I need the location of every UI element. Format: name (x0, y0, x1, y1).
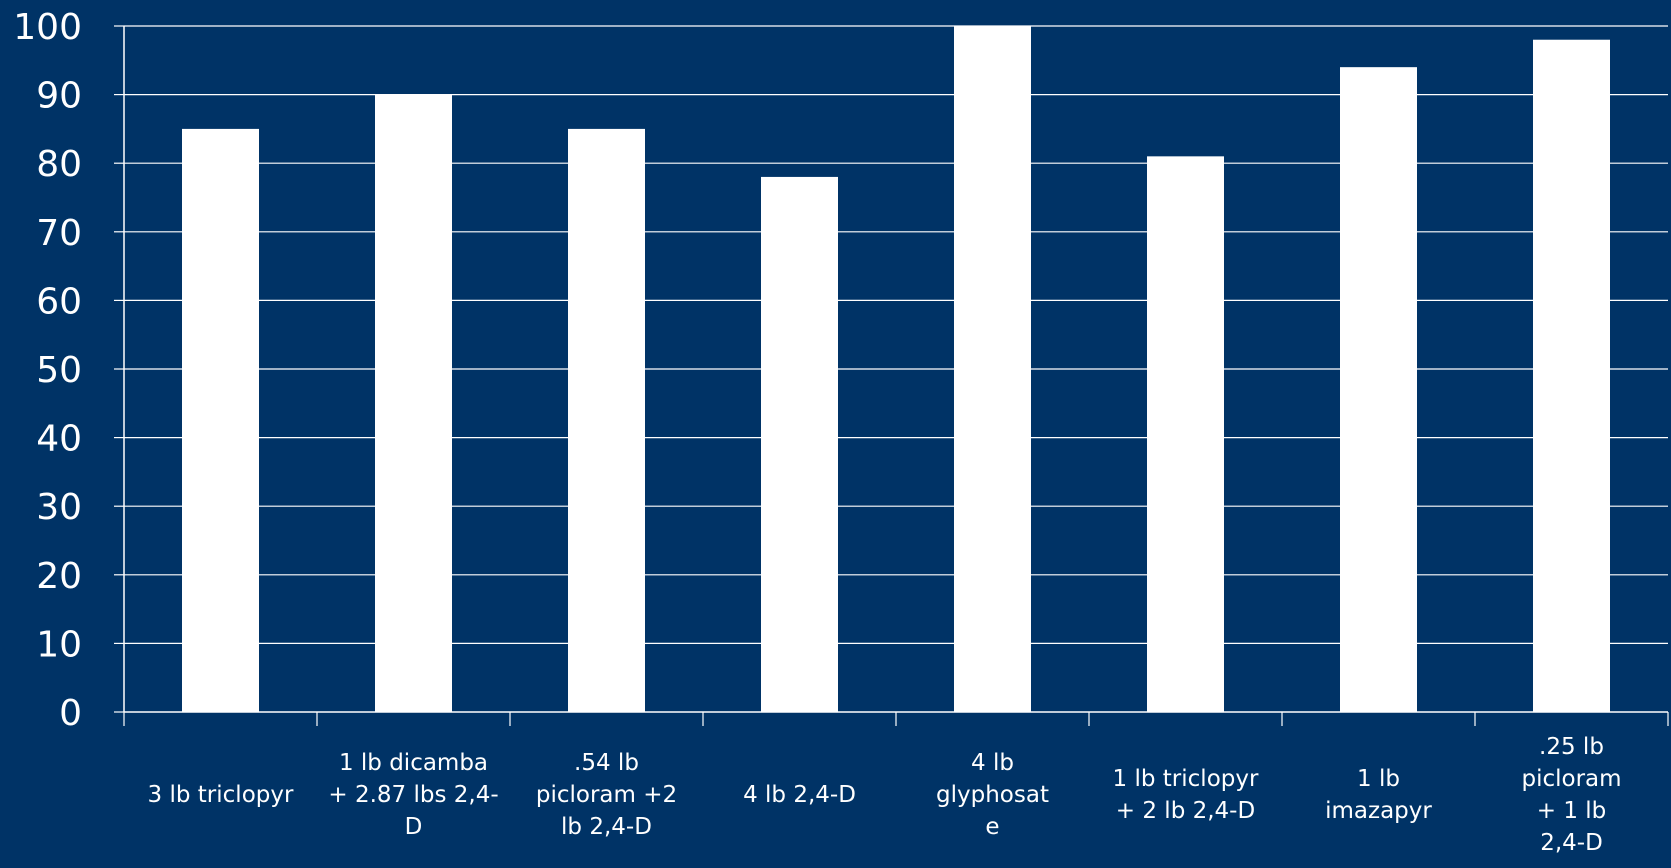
bar (375, 94, 452, 713)
x-tick-label: e (985, 814, 999, 840)
x-tick-label: .25 lb (1539, 734, 1604, 760)
bar (1147, 156, 1224, 713)
y-tick-label: 20 (36, 556, 82, 597)
bar (1533, 39, 1610, 713)
y-tick-label: 0 (59, 693, 82, 734)
bar (761, 176, 838, 713)
bar (182, 128, 259, 712)
y-tick-label: 90 (36, 76, 82, 117)
x-tick-label: + 1 lb (1537, 798, 1607, 824)
x-tick-label: 1 lb dicamba (339, 750, 488, 776)
x-tick-label: picloram +2 (536, 782, 677, 808)
x-tick-label: imazapyr (1325, 798, 1432, 824)
gridlines (124, 25, 1668, 645)
x-tick-label: + 2.87 lbs 2,4- (328, 782, 498, 808)
y-tick-label: 100 (13, 7, 82, 48)
x-tick-label: glyphosat (936, 782, 1049, 808)
y-tick-label: 60 (36, 281, 82, 322)
x-tick-label: 4 lb 2,4-D (743, 782, 856, 808)
x-tick-label: .54 lb (574, 750, 639, 776)
x-tick-label: 4 lb (971, 750, 1014, 776)
x-tick-label: 3 lb triclopyr (148, 782, 294, 808)
x-tick-label: picloram (1521, 766, 1621, 792)
axes (114, 25, 1669, 726)
x-tick-label: 1 lb triclopyr (1113, 766, 1259, 792)
bar (954, 26, 1031, 712)
x-tick-label: D (405, 814, 423, 840)
bar (568, 128, 645, 712)
bar (1340, 67, 1417, 712)
y-tick-label: 30 (36, 487, 82, 528)
y-tick-label: 80 (36, 144, 82, 185)
y-tick-label: 70 (36, 213, 82, 254)
y-tick-label: 10 (36, 624, 82, 665)
x-tick-label: + 2 lb 2,4-D (1116, 798, 1255, 824)
x-tick-label: 1 lb (1357, 766, 1400, 792)
x-tick-label: lb 2,4-D (561, 814, 652, 840)
y-tick-label: 50 (36, 350, 82, 391)
y-tick-label: 40 (36, 419, 82, 460)
y-axis-tick-labels: 0 10 20 30 40 50 60 70 80 90 100 (13, 7, 82, 734)
x-axis-tick-labels: 3 lb triclopyr 1 lb dicamba + 2.87 lbs 2,4… (148, 734, 1622, 856)
x-tick-label: 2,4-D (1540, 830, 1603, 856)
bars (182, 26, 1610, 713)
